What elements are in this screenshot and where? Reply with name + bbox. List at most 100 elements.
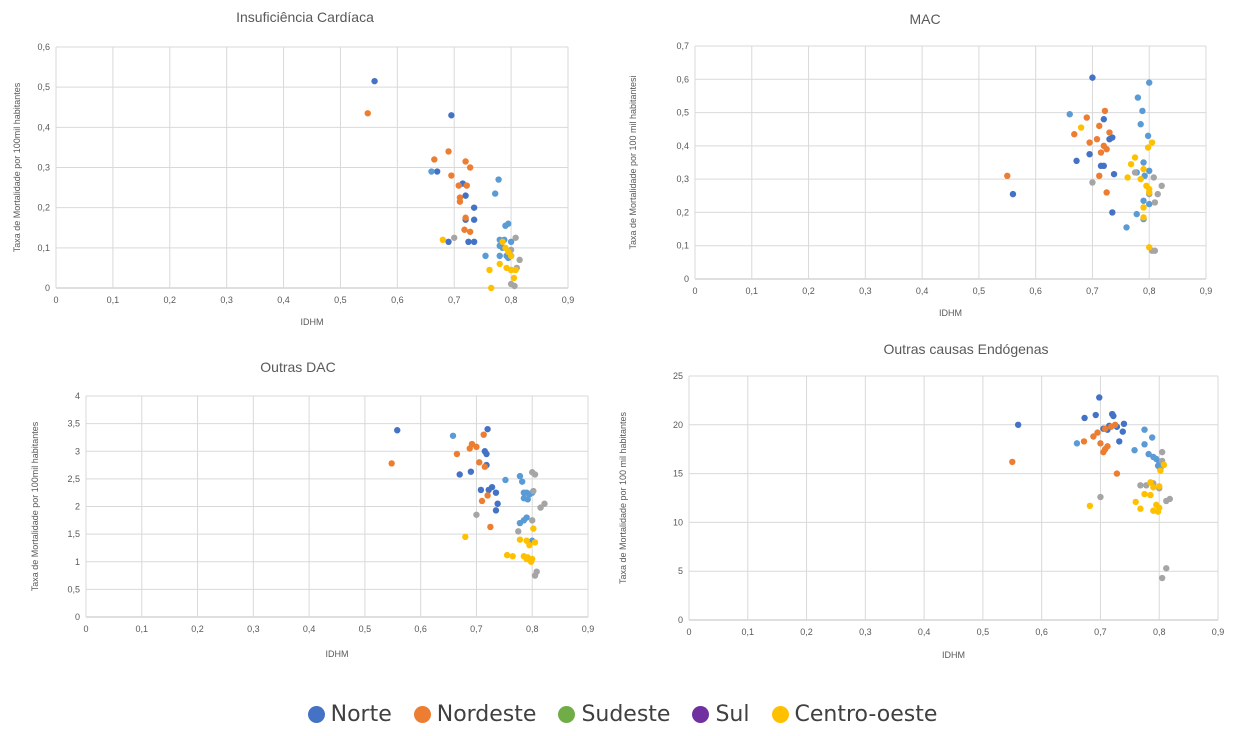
x-tick-label: 0,6: [1035, 627, 1048, 637]
scatter-point: [364, 110, 371, 117]
scatter-point: [1146, 189, 1153, 196]
scatter-point: [455, 182, 462, 189]
scatter-point: [1066, 111, 1073, 118]
y-tick-label: 0: [678, 615, 683, 625]
scatter-point: [507, 238, 515, 246]
x-tick-label: 0,4: [303, 624, 316, 634]
scatter-point: [1103, 189, 1110, 196]
scatter-point: [1166, 495, 1174, 503]
scatter-point: [1086, 502, 1094, 510]
scatter-point: [507, 252, 515, 260]
x-tick-label: 0,2: [800, 627, 813, 637]
legend-swatch: [558, 706, 576, 723]
scatter-point: [470, 204, 478, 211]
x-tick-label: 0,2: [802, 286, 815, 296]
scatter-point: [1073, 157, 1080, 165]
x-tick-label: 0,3: [859, 286, 872, 296]
scatter-point: [1080, 438, 1088, 445]
scatter-point: [1144, 144, 1152, 151]
scatter-point: [499, 238, 506, 246]
scatter-point: [509, 553, 516, 560]
scatter-point: [1140, 165, 1147, 173]
scatter-point: [467, 468, 475, 475]
scatter-point: [394, 427, 401, 434]
y-tick-label: 25: [673, 371, 683, 381]
scatter-point: [486, 266, 493, 274]
scatter-point: [494, 500, 501, 507]
scatter-point: [515, 528, 522, 535]
y-tick-label: 0,1: [37, 243, 50, 253]
scatter-point: [1134, 94, 1142, 101]
scatter-chart-svg: 0 0,1 0,2 0,3 0,4 0,5 0,6 0 0,1 0,2 0,3 0,4 0,5 0,6 0,…: [12, 9, 574, 327]
scatter-point: [453, 450, 461, 458]
scatter-point: [445, 148, 452, 155]
y-tick-label: 1: [75, 557, 80, 567]
y-tick-label: 5: [678, 566, 683, 576]
scatter-point: [495, 176, 502, 183]
chart-title: Outras causas Endógenas: [884, 341, 1049, 357]
x-tick-label: 0,8: [526, 624, 539, 634]
x-tick-label: 0: [83, 624, 88, 634]
scatter-point: [503, 551, 511, 559]
chart-title: Insuficiência Cardíaca: [236, 9, 374, 25]
chart-outras-dac: 0 0,5 1 1,5 2 2,5 3 3,5 4 0 0,1 0,2 0,3 0,4 0,5 0,6 0,7 0…: [0, 345, 610, 675]
scatter-point: [507, 266, 515, 274]
scatter-point: [466, 164, 474, 171]
scatter-point: [462, 214, 469, 221]
scatter-point: [1141, 490, 1148, 498]
x-axis-label: IDHM: [326, 649, 349, 659]
scatter-point: [462, 158, 469, 165]
scatter-point: [1081, 414, 1088, 422]
y-tick-label: 4: [75, 391, 80, 401]
scatter-point: [1100, 116, 1107, 123]
scatter-point: [541, 500, 548, 507]
x-tick-label: 0,5: [973, 286, 986, 296]
scatter-point: [526, 541, 533, 549]
x-axis-label: IDHM: [301, 317, 324, 327]
scatter-point: [496, 252, 503, 260]
scatter-point: [1150, 174, 1157, 181]
x-tick-label: 0,8: [1153, 627, 1166, 637]
legend-item-sudeste: Sudeste: [558, 702, 670, 727]
scatter-point: [1092, 411, 1099, 419]
scatter-point: [1096, 122, 1103, 130]
y-tick-label: 0,5: [67, 584, 80, 594]
scatter-point: [428, 168, 435, 175]
scatter-point: [484, 492, 491, 499]
scatter-point: [1146, 244, 1153, 251]
scatter-point: [371, 77, 378, 85]
x-tick-label: 0,5: [977, 627, 990, 637]
scatter-point: [1148, 139, 1156, 146]
x-tick-label: 0,4: [918, 627, 931, 637]
y-tick-label: 0,6: [37, 42, 50, 52]
scatter-point: [480, 431, 487, 438]
scatter-point: [1140, 214, 1147, 221]
scatter-point: [1109, 209, 1116, 216]
x-tick-label: 0,5: [334, 295, 347, 305]
y-tick-label: 2: [75, 502, 80, 512]
scatter-point: [439, 236, 447, 243]
x-tick-label: 0,1: [107, 295, 120, 305]
scatter-point: [1154, 508, 1162, 515]
scatter-point: [449, 432, 457, 439]
x-axis-label: IDHM: [942, 650, 965, 660]
scatter-point: [1094, 429, 1101, 436]
scatter-point: [1090, 433, 1097, 440]
scatter-point: [512, 234, 519, 241]
scatter-point: [1147, 491, 1154, 499]
scatter-point: [1160, 461, 1168, 469]
scatter-chart-svg: 0 5 10 15 20 25 0 0,1 0,2 0,3 0,4 0,5 0,6 0,7 0,8 0,9 Ou…: [618, 341, 1224, 660]
scatter-point: [388, 460, 395, 467]
y-tick-label: 0,2: [676, 207, 689, 217]
scatter-point: [1131, 446, 1138, 454]
y-axis-label: Taxa de Mortalidade por 100mil habitante…: [30, 421, 40, 591]
scatter-point: [1141, 441, 1148, 448]
scatter-point: [1110, 170, 1118, 178]
scatter-point: [512, 266, 519, 274]
y-tick-label: 0,2: [37, 203, 50, 213]
scatter-point: [466, 445, 473, 452]
scatter-point: [476, 459, 483, 466]
scatter-point: [1093, 136, 1101, 143]
scatter-point: [1124, 174, 1131, 181]
scatter-point: [516, 519, 524, 527]
